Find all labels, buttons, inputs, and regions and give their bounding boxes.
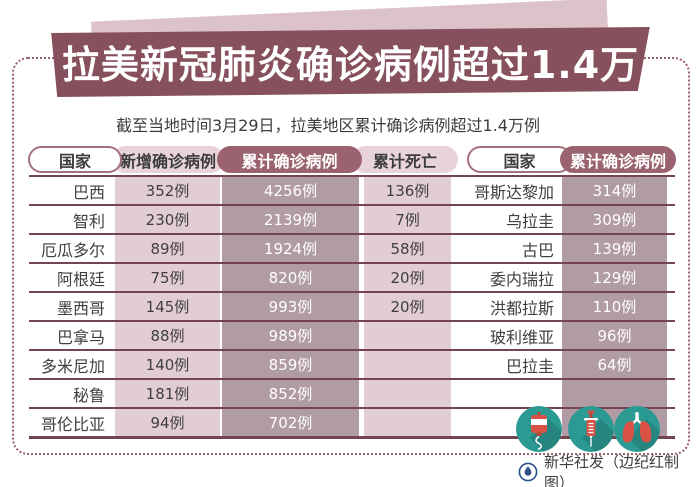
cumulative-cases-cell xyxy=(562,380,667,407)
country-cell: 智利 xyxy=(72,211,105,231)
cumulative-cases-cell: 993例 xyxy=(222,293,359,320)
cumulative-cases-cell: 314例 xyxy=(562,177,667,204)
new-cases-cell: 88例 xyxy=(115,322,220,349)
table-row: 巴拿马 88例 989例 玻利维亚 96例 xyxy=(29,322,675,351)
header-pill-cumulative-deaths: 累计死亡 xyxy=(352,146,458,173)
deaths-cell: 7例 xyxy=(364,206,451,233)
cumulative-cases-cell: 1924例 xyxy=(222,235,359,262)
country-cell: 洪都拉斯 xyxy=(489,298,554,318)
syringe-icon xyxy=(568,406,614,452)
country-cell: 墨西哥 xyxy=(56,298,105,318)
country-cell: 委内瑞拉 xyxy=(489,269,554,289)
iv-drip-icon xyxy=(516,406,562,452)
new-cases-cell: 230例 xyxy=(115,206,220,233)
header-pill-cumulative-cases-right: 累计确诊病例 xyxy=(560,146,676,173)
country-cell: 巴拉圭 xyxy=(505,356,554,376)
country-cell: 玻利维亚 xyxy=(489,327,554,347)
header-pill-country-left: 国家 xyxy=(28,146,122,173)
deaths-cell xyxy=(364,351,451,378)
subtitle: 截至当地时间3月29日，拉美地区累计确诊病例超过1.4万例 xyxy=(116,116,540,135)
header-pill-cumulative-cases-left: 累计确诊病例 xyxy=(217,146,362,173)
country-cell: 巴西 xyxy=(72,182,105,202)
cumulative-cases-cell: 309例 xyxy=(562,206,667,233)
cumulative-cases-cell: 96例 xyxy=(562,322,667,349)
cumulative-cases-cell: 820例 xyxy=(222,264,359,291)
new-cases-cell: 181例 xyxy=(115,380,220,407)
case-table: 巴西 352例 4256例 136例 哥斯达黎加 314例智利 230例 2139例 7例 乌拉圭… xyxy=(29,175,675,439)
deaths-cell: 20例 xyxy=(364,264,451,291)
new-cases-cell: 352例 xyxy=(115,177,220,204)
country-cell xyxy=(451,380,562,407)
cumulative-cases-cell: 64例 xyxy=(562,351,667,378)
table-row: 阿根廷 75例 820例 20例 委内瑞拉 129例 xyxy=(29,264,675,293)
deaths-cell: 20例 xyxy=(364,293,451,320)
new-cases-cell: 145例 xyxy=(115,293,220,320)
deaths-cell: 136例 xyxy=(364,177,451,204)
table-row: 厄瓜多尔 89例 1924例 58例 古巴 139例 xyxy=(29,235,675,264)
country-cell: 阿根廷 xyxy=(56,269,105,289)
cumulative-cases-cell: 989例 xyxy=(222,322,359,349)
page-title: 拉美新冠肺炎确诊病例超过1.4万 xyxy=(61,42,640,87)
cumulative-cases-cell: 2139例 xyxy=(222,206,359,233)
country-cell: 厄瓜多尔 xyxy=(40,240,105,260)
table-row: 秘鲁 181例 852例 xyxy=(29,380,675,409)
new-cases-cell: 140例 xyxy=(115,351,220,378)
lungs-icon xyxy=(614,406,660,452)
country-cell: 秘鲁 xyxy=(72,385,105,405)
cumulative-cases-cell: 4256例 xyxy=(222,177,359,204)
cumulative-cases-cell: 859例 xyxy=(222,351,359,378)
footer: 新华社发（边纪红制图） xyxy=(518,453,700,487)
cumulative-cases-cell: 852例 xyxy=(222,380,359,407)
country-cell: 哥伦比亚 xyxy=(40,414,105,434)
deaths-cell xyxy=(364,322,451,349)
new-cases-cell: 94例 xyxy=(115,409,220,436)
table-row: 多米尼加 140例 859例 巴拉圭 64例 xyxy=(29,351,675,380)
deaths-cell: 58例 xyxy=(364,235,451,262)
title-banner: 拉美新冠肺炎确诊病例超过1.4万 xyxy=(51,27,650,97)
table-row: 巴西 352例 4256例 136例 哥斯达黎加 314例 xyxy=(29,177,675,206)
cumulative-cases-cell: 702例 xyxy=(222,409,359,436)
table-row: 智利 230例 2139例 7例 乌拉圭 309例 xyxy=(29,206,675,235)
deaths-cell xyxy=(364,409,451,436)
cumulative-cases-cell: 129例 xyxy=(562,264,667,291)
cumulative-cases-cell: 139例 xyxy=(562,235,667,262)
country-cell: 乌拉圭 xyxy=(505,211,554,231)
table-row: 墨西哥 145例 993例 20例 洪都拉斯 110例 xyxy=(29,293,675,322)
country-cell: 巴拿马 xyxy=(56,327,105,347)
credit-text: 新华社发（边纪红制图） xyxy=(544,453,680,487)
country-cell: 多米尼加 xyxy=(40,356,105,376)
xinhua-logo-icon xyxy=(518,462,538,482)
cumulative-cases-cell: 110例 xyxy=(562,293,667,320)
header-pill-country-right: 国家 xyxy=(467,146,572,173)
country-cell: 古巴 xyxy=(521,240,554,260)
header-pill-new-cases: 新增确诊病例 xyxy=(112,146,224,173)
country-cell: 哥斯达黎加 xyxy=(473,182,554,202)
new-cases-cell: 89例 xyxy=(115,235,220,262)
deaths-cell xyxy=(364,380,451,407)
new-cases-cell: 75例 xyxy=(115,264,220,291)
